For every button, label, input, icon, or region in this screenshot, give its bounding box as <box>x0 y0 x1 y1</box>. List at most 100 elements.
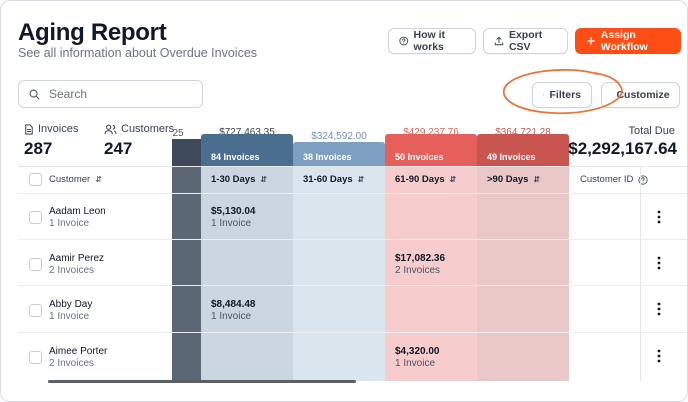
row-divider <box>18 332 687 333</box>
row-menu-button[interactable] <box>651 301 667 317</box>
band-current-column <box>172 166 201 381</box>
total-due-label: Total Due <box>628 125 675 137</box>
amount-1-30: $8,484.48 <box>211 299 256 310</box>
row-checkbox[interactable] <box>29 258 42 271</box>
column-header-31-60[interactable]: 31-60 Days ⇵ <box>303 174 364 185</box>
column-61-90-label: 61-90 Days <box>395 174 445 185</box>
sort-icon: ⇵ <box>533 175 541 184</box>
band-61-90-bar <box>385 134 477 149</box>
amount-61-90: $4,320.00 <box>395 346 440 357</box>
band-1-30-header: 84 Invoices <box>201 147 293 166</box>
column-header-61-90[interactable]: 61-90 Days ⇵ <box>395 174 456 185</box>
invoices-1-30: 1 Invoice <box>211 311 252 322</box>
export-csv-label: Export CSV <box>508 29 543 53</box>
total-due-value: $2,292,167.64 <box>568 139 677 158</box>
sort-icon: ⇵ <box>357 175 365 184</box>
sort-icon: ⇵ <box>449 175 457 184</box>
invoices-label: Invoices <box>38 123 79 135</box>
band-1-30-column <box>201 166 293 381</box>
column-header-90[interactable]: >90 Days ⇵ <box>487 174 540 185</box>
select-all-checkbox[interactable] <box>29 173 42 186</box>
horizontal-scrollbar[interactable] <box>48 380 356 383</box>
customer-name[interactable]: Aimee Porter <box>49 346 108 357</box>
column-header-1-30[interactable]: 1-30 Days ⇵ <box>211 174 267 185</box>
invoices-61-90: 1 Invoice <box>395 358 436 369</box>
row-divider <box>18 285 687 286</box>
band-1-30-amount: $727,463.35 <box>219 127 275 138</box>
invoices-1-30: 1 Invoice <box>211 218 252 229</box>
band-31-60-amount: $324,592.00 <box>311 131 367 142</box>
column-31-60-label: 31-60 Days <box>303 174 353 185</box>
more-vertical-icon <box>657 349 661 363</box>
customers-count: 247 <box>104 139 133 158</box>
search-input[interactable] <box>49 87 189 101</box>
search-icon <box>29 89 40 99</box>
band-90-amount: $364,721.28 <box>495 127 551 138</box>
band-31-60-header: 38 Invoices <box>293 147 385 166</box>
export-csv-button[interactable]: Export CSV <box>483 28 568 54</box>
row-checkbox[interactable] <box>29 211 42 224</box>
page-subtitle: See all information about Overdue Invoic… <box>18 46 258 60</box>
band-61-90-amount: $429,237.76 <box>403 127 459 138</box>
column-header-customer-id[interactable]: Customer ID <box>580 174 648 185</box>
row-checkbox[interactable] <box>29 304 42 317</box>
band-31-60-column <box>293 166 385 381</box>
customer-invoice-count: 1 Invoice <box>49 218 90 229</box>
row-menu-button[interactable] <box>651 255 667 271</box>
plus-icon <box>587 37 595 45</box>
assign-workflow-button[interactable]: Assign Workflow <box>575 28 681 54</box>
how-it-works-button[interactable]: How it works <box>388 28 476 54</box>
sort-icon: ⇵ <box>260 175 268 184</box>
help-circle-icon <box>638 174 648 185</box>
actions-column-divider <box>640 166 641 381</box>
customize-label: Customize <box>616 89 670 101</box>
row-menu-button[interactable] <box>651 348 667 364</box>
customer-invoice-count: 2 Invoices <box>49 265 95 276</box>
column-header-customer[interactable]: Customer ⇵ <box>49 174 102 185</box>
customize-button[interactable]: Customize <box>601 82 680 108</box>
filters-label: Filters <box>549 89 581 101</box>
band-61-90-header: 50 Invoices <box>385 147 477 166</box>
sort-icon: ⇵ <box>95 175 102 184</box>
column-customer-label: Customer <box>49 174 91 185</box>
invoices-61-90: 2 Invoices <box>395 265 441 276</box>
more-vertical-icon <box>657 302 661 316</box>
row-divider <box>18 239 687 240</box>
column-90-label: >90 Days <box>487 174 529 185</box>
customers-stat-label: Customers <box>104 123 174 135</box>
band-current-amount: 25 <box>172 128 184 139</box>
upload-icon <box>494 36 504 46</box>
header-bottom-divider <box>18 193 687 194</box>
filter-lines-icon <box>543 94 545 96</box>
more-vertical-icon <box>657 210 661 224</box>
amount-61-90: $17,082.36 <box>395 253 446 264</box>
search-box[interactable] <box>18 80 203 108</box>
assign-workflow-label: Assign Workflow <box>600 29 648 53</box>
more-vertical-icon <box>657 256 661 270</box>
band-90-column <box>477 166 569 381</box>
customer-name[interactable]: Abby Day <box>49 299 93 310</box>
column-1-30-label: 1-30 Days <box>211 174 256 185</box>
band-61-90-column <box>385 166 477 381</box>
customer-name[interactable]: Aadam Leon <box>49 206 106 217</box>
band-90-bar <box>477 134 569 149</box>
document-icon <box>25 123 33 135</box>
row-checkbox[interactable] <box>29 351 42 364</box>
column-customer-id-label: Customer ID <box>580 174 634 185</box>
band-90-header: 49 Invoices <box>477 147 569 166</box>
how-it-works-label: How it works <box>413 29 446 53</box>
filters-button[interactable]: Filters <box>532 82 592 108</box>
customer-invoice-count: 1 Invoice <box>49 311 90 322</box>
customers-label: Customers <box>121 123 175 135</box>
invoices-stat-label: Invoices <box>24 123 78 135</box>
customer-invoice-count: 2 Invoices <box>49 358 95 369</box>
band-1-30-invoices: 84 Invoices <box>211 151 260 162</box>
help-circle-icon <box>399 36 409 46</box>
band-90-invoices: 49 Invoices <box>487 151 536 162</box>
band-current-header <box>172 147 201 166</box>
band-1-30-bar <box>201 134 293 149</box>
band-current-bar <box>172 139 201 148</box>
row-menu-button[interactable] <box>651 209 667 225</box>
customer-name[interactable]: Aamir Perez <box>49 253 105 264</box>
